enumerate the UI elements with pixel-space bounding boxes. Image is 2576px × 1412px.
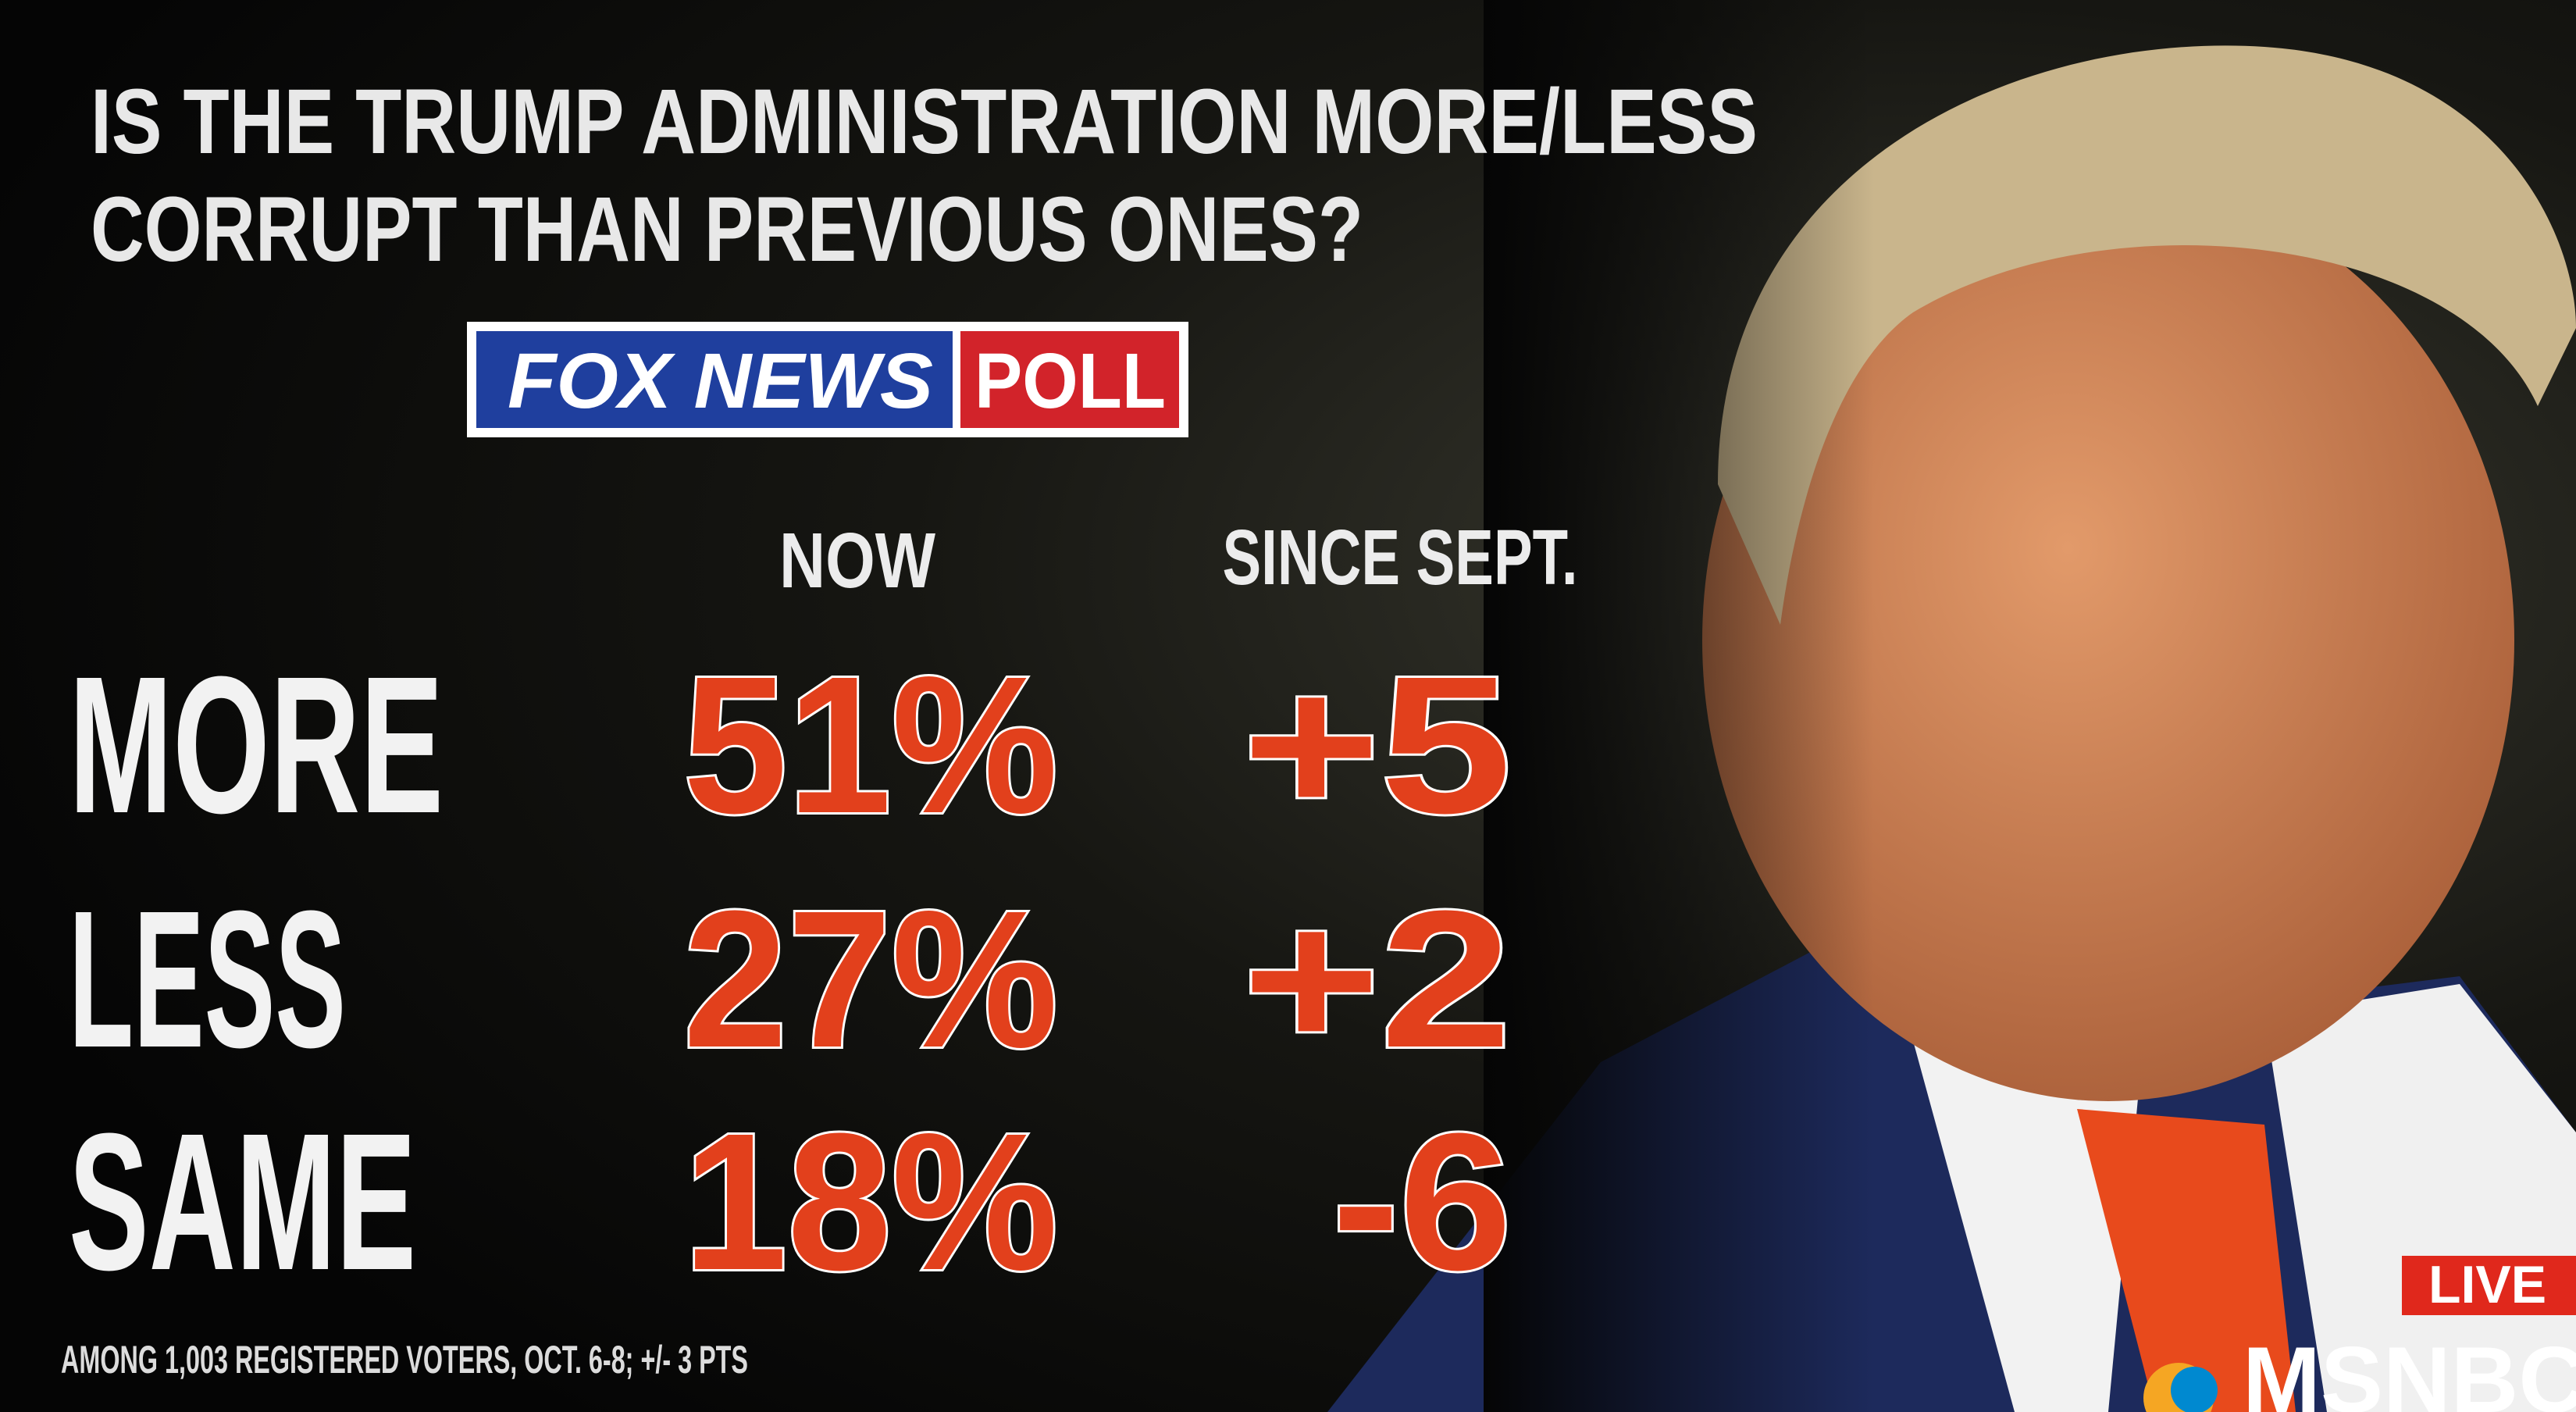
change-value: -6 <box>1332 1093 1512 1310</box>
now-value: 27% <box>683 870 1058 1088</box>
photo <box>1327 0 2576 1412</box>
live-label: LIVE <box>2428 1255 2546 1314</box>
row-label: LESS <box>69 870 346 1088</box>
footnote: AMONG 1,003 REGISTERED VOTERS, OCT. 6-8;… <box>61 1338 748 1382</box>
table: MORE 51% +5 LESS 27% +2 SAME 18% -6 <box>69 633 1514 1313</box>
title-line: CORRUPT THAN PREVIOUS ONES? <box>91 178 1363 281</box>
logo: FOX NEWS POLL <box>467 322 1188 437</box>
change-value: +5 <box>1242 636 1512 854</box>
row-label: SAME <box>69 1093 416 1310</box>
now-value: 51% <box>683 636 1058 854</box>
column-header: NOW <box>779 517 935 604</box>
title-line: IS THE TRUMP ADMINISTRATION MORE/LESS <box>91 70 1758 173</box>
column-header: SINCE SEPT. <box>1223 514 1578 601</box>
row-label: MORE <box>69 636 444 854</box>
network-bug: LIVE MSNBC <box>2143 1255 2576 1412</box>
logo-label: POLL <box>974 337 1166 425</box>
now-value: 18% <box>683 1093 1058 1310</box>
network-name: MSNBC <box>2243 1328 2576 1412</box>
change-value: +2 <box>1242 870 1512 1088</box>
logo-brand: FOX NEWS <box>508 337 933 425</box>
